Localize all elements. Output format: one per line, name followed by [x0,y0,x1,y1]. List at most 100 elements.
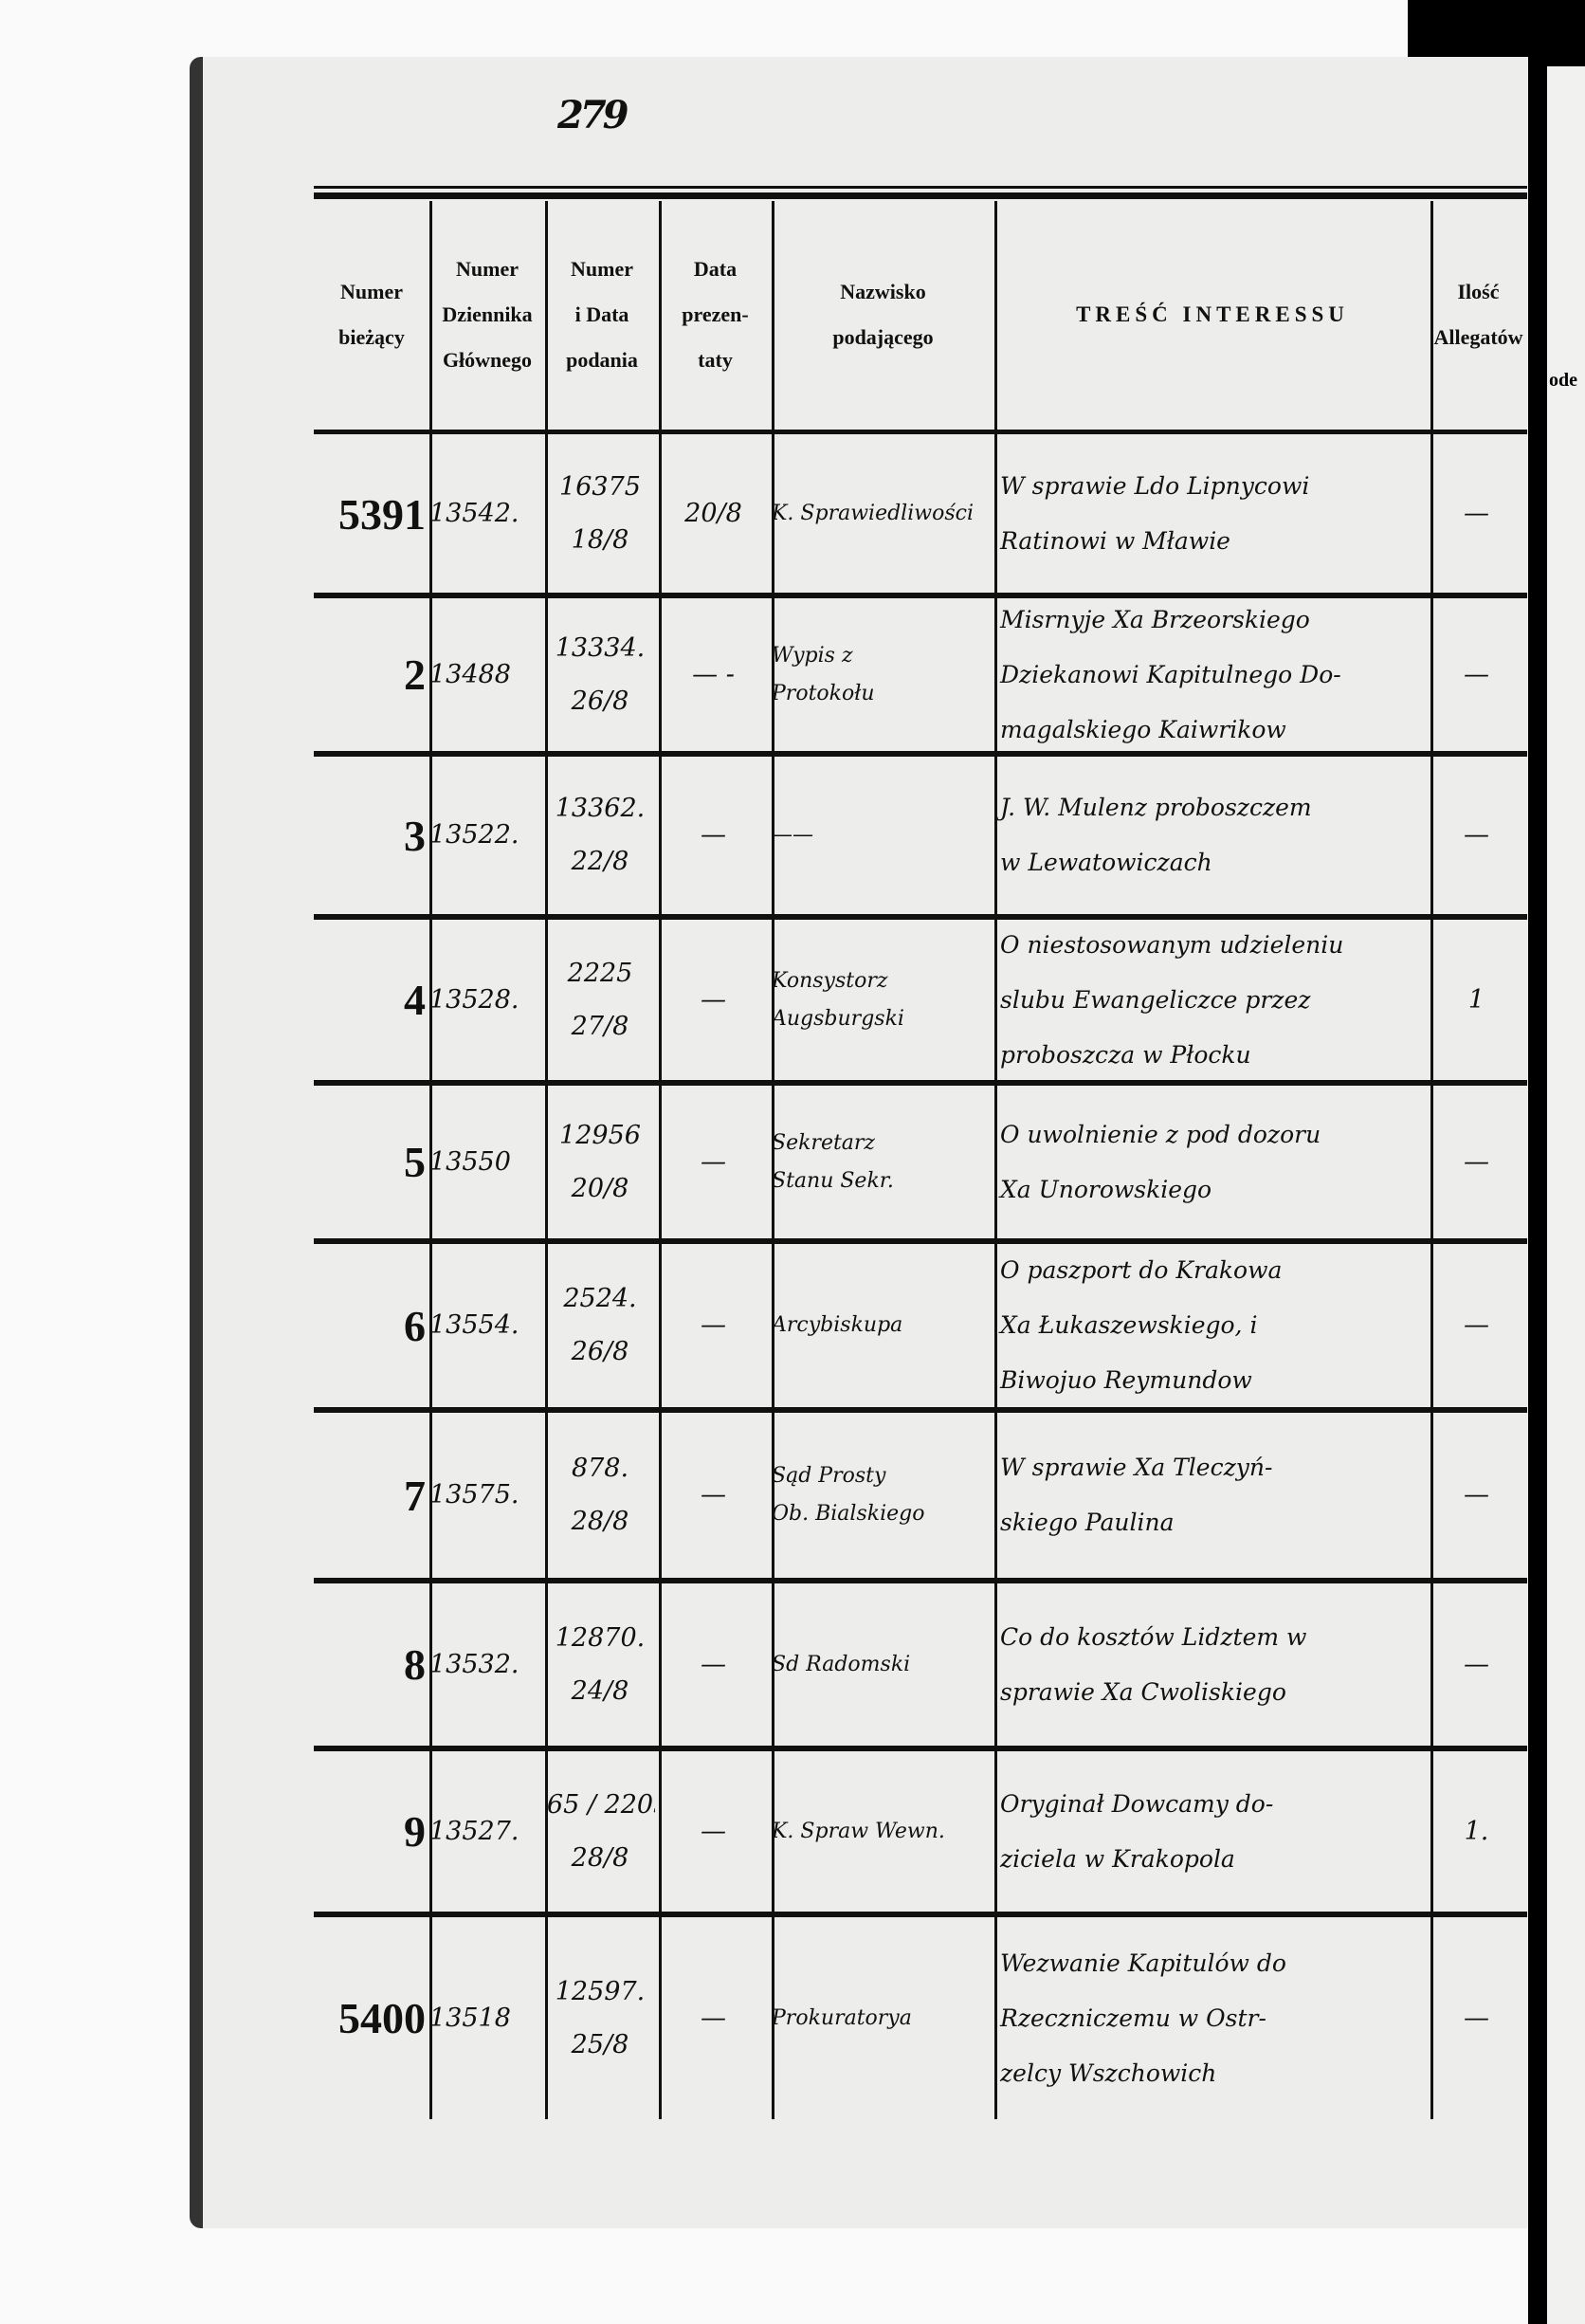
presentation-date-text: — [701,1816,726,1846]
column-header-1: Numer bieżący [314,199,429,430]
header-line: Ilość [1457,279,1500,303]
entry-number-text: 5391 [338,489,426,539]
matter-content: O uwolnienie z pod dozoru Xa Unorowskiego [994,1086,1432,1238]
header-line: podania [566,347,638,372]
entry-number: 6 [314,1244,429,1407]
submitter-name: K. Spraw Wewn. [772,1751,991,1912]
top-double-rule [314,186,1527,189]
header-line: TREŚĆ INTERESSU [1076,302,1349,326]
row-separator [314,1578,1527,1583]
matter-content: Co do kosztów Lidztem w sprawie Xa Cwolis… [994,1583,1432,1746]
entry-number-text: 3 [404,811,426,860]
journal-number: 13542. [429,435,541,593]
journal-number: 13527. [429,1751,541,1912]
attachments-count-text: — [1464,659,1489,689]
attachments-count-text: — [1464,1480,1489,1510]
entry-number: 2 [314,598,429,751]
journal-number-text: 13518 [429,2003,511,2033]
presentation-date: — [659,1244,768,1407]
submitter-name-text: —— [772,823,813,847]
matter-content: Wezwanie Kapitulów do Rzeczniczemu w Ostr… [994,1917,1432,2119]
journal-number: 13554. [429,1244,541,1407]
presentation-date-text: — [701,1649,726,1679]
submitter-name: Wypis z Protokołu [772,598,991,751]
submission-number-date-text: 878. [571,1454,629,1483]
submitter-name-text: K. Sprawiedliwości [772,502,974,525]
attachments-count-text: — [1464,1310,1489,1340]
matter-content-text: skiego Paulina [1000,1509,1175,1536]
attachments-count: — [1430,1917,1522,2119]
matter-content-text: O uwolnienie z pod dozoru [1000,1120,1321,1148]
submission-number-date-text: 26/8 [571,686,629,716]
submission-number-date-text: 12956 [559,1120,641,1150]
journal-number: 13532. [429,1583,541,1746]
presentation-date: — [659,920,768,1080]
submitter-name: Sekretarz Stanu Sekr. [772,1086,991,1238]
next-page-edge: ode [1547,66,1585,2324]
presentation-date: — [659,1917,768,2119]
submission-number-date-text: 27/8 [571,1011,629,1041]
attachments-count-text: 1. [1464,1816,1489,1846]
entry-number-text: 9 [404,1807,426,1856]
journal-number-text: 13532. [429,1649,519,1679]
attachments-count: — [1430,1413,1522,1578]
submission-number-date-text: 24/8 [571,1675,629,1706]
presentation-date: — [659,1583,768,1746]
row-separator [314,1080,1527,1086]
submitter-name: Konsystorz Augsburgski [772,920,991,1080]
row-separator [314,1407,1527,1413]
presentation-date: 20/8 [659,435,768,593]
matter-content: W sprawie Ldo Lipnycowi Ratinowi w Mławie [994,435,1432,593]
attachments-count: — [1430,598,1522,751]
matter-content: J. W. Mulenz proboszczem w Lewatowiczach [994,757,1432,914]
submitter-name-text: Konsystorz [772,968,888,993]
attachments-count-text: — [1464,499,1489,528]
presentation-date: — [659,1751,768,1912]
submission-number-date: 16375 18/8 [545,435,655,593]
column-header-6: TREŚĆ INTERESSU [994,199,1430,430]
column-header-7: Ilość Allegatów [1430,199,1526,430]
presentation-date-text: — [701,1146,726,1177]
presentation-date-text: — [701,984,726,1015]
header-line: bieżący [338,324,405,349]
header-line: Głównego [442,347,533,372]
header-line: taty [698,347,733,372]
matter-content-text: J. W. Mulenz proboszczem [1000,794,1312,821]
header-line: Dziennika [442,302,533,326]
matter-content-text: Ratinowi w Mławie [1000,527,1230,555]
column-line [772,201,774,2119]
header-line: i Data [574,302,629,326]
row-separator [314,1746,1527,1751]
entry-number-text: 6 [404,1301,426,1350]
journal-number-text: 13522. [429,820,519,850]
submission-number-date: 2524. 26/8 [545,1244,655,1407]
attachments-count-text: 1 [1467,984,1485,1015]
submitter-name-text: Arcybiskupa [772,1313,903,1337]
attachments-count-text: — [1464,2003,1489,2033]
matter-content: O niestosowanym udzieleniu slubu Ewangeli… [994,920,1432,1080]
page-number: 279 [557,93,629,137]
header-line: Numer [571,256,633,281]
matter-content-text: W sprawie Ldo Lipnycowi [1000,472,1310,500]
submitter-name-text: K. Spraw Wewn. [772,1819,945,1843]
matter-content: W sprawie Xa Tleczyń-skiego Paulina [994,1413,1432,1578]
matter-content-text: O paszport do Krakowa [1000,1256,1283,1284]
row-separator [314,593,1527,598]
entry-number: 5400 [314,1917,429,2119]
journal-number-text: 13527. [429,1816,519,1846]
journal-number-text: 13542. [429,499,519,528]
attachments-count: — [1430,757,1522,914]
journal-number: 13522. [429,757,541,914]
column-header-3: Numer i Data podania [545,199,659,430]
submitter-name: Arcybiskupa [772,1244,991,1407]
entry-number-text: 5400 [338,1994,426,2042]
submitter-name: Sd Radomski [772,1583,991,1746]
entry-number-text: 2 [404,650,426,699]
header-line: Data [693,256,738,281]
entry-number-text: 5 [404,1138,426,1186]
attachments-count: 1 [1430,920,1522,1080]
attachments-count: — [1430,1244,1522,1407]
matter-content-text: Wezwanie Kapitulów do [1000,1949,1286,1977]
submission-number-date-text: 22/8 [571,847,629,876]
row-separator [314,751,1527,757]
